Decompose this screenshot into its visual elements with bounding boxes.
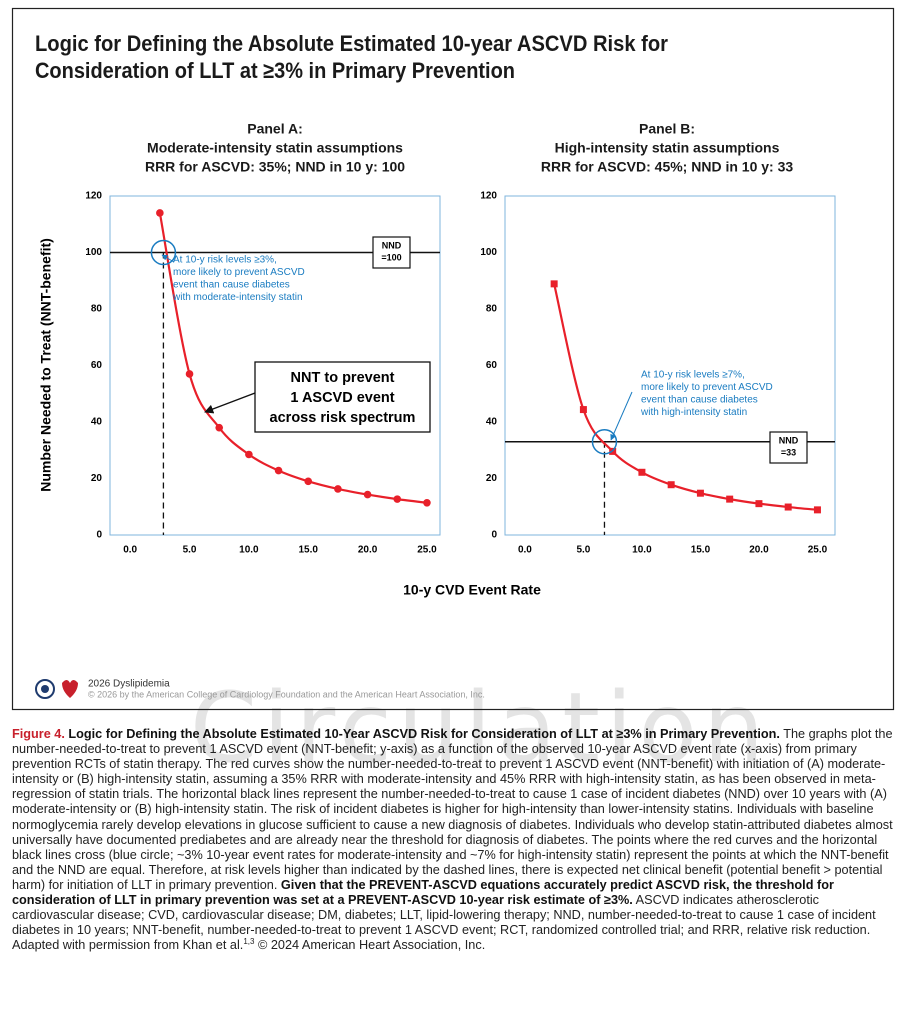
data-point [245, 450, 253, 459]
y-tick-label: 100 [85, 247, 102, 258]
y-tick-label: 20 [91, 473, 103, 484]
x-tick-label: 15.0 [691, 545, 711, 556]
caption: Figure 4. Logic for Defining the Absolut… [12, 727, 896, 953]
panel-title: Panel A: [247, 121, 303, 137]
annotation: At 10-y risk levels ≥3%, [173, 255, 277, 266]
nnd-label: NND [382, 240, 402, 250]
crossing-circle [591, 429, 618, 455]
data-point [579, 406, 587, 414]
panel-title: High-intensity statin assumptions [555, 140, 780, 156]
data-point [638, 468, 646, 476]
data-point [784, 503, 792, 511]
annotation-arrow [161, 254, 175, 263]
caption-label: Figure 4. [12, 727, 65, 741]
callout-text: 1 ASCVD event [290, 390, 394, 406]
y-tick-label: 40 [91, 417, 103, 428]
data-point [393, 495, 402, 503]
nnd-box [769, 431, 808, 464]
data-point [274, 466, 283, 475]
annotation: with high-intensity statin [640, 407, 747, 418]
annotation: more likely to prevent ASCVD [173, 267, 305, 278]
y-tick-label: 20 [486, 473, 498, 484]
watermark: Circulation [190, 672, 771, 784]
caption-emphasis: Given that the PREVENT-ASCVD equations a… [12, 877, 834, 908]
data-point [363, 490, 372, 499]
caption-refs: 1,3 [243, 937, 255, 947]
callout-arrow [204, 392, 256, 414]
x-tick-label: 10.0 [632, 545, 652, 556]
logos [35, 679, 78, 699]
data-point [215, 423, 224, 432]
caption-abbreviations: ASCVD indicates atherosclerotic cardiova… [12, 893, 876, 953]
data-point [304, 477, 313, 486]
x-tick-label: 5.0 [576, 545, 590, 556]
x-tick-label: 25.0 [417, 545, 437, 556]
figure-title: Consideration of LLT at ≥3% in Primary P… [35, 58, 515, 83]
x-tick-label: 20.0 [749, 545, 769, 556]
figure-title: Logic for Defining the Absolute Estimate… [35, 31, 668, 56]
annotation: event than cause diabetes [641, 395, 758, 406]
y-tick-label: 80 [91, 304, 103, 315]
panel-title: Moderate-intensity statin assumptions [147, 140, 403, 156]
caption-body: The graphs plot the number-needed-to-tre… [12, 727, 893, 892]
figure-frame [11, 7, 895, 711]
footer-copyright: © 2026 by the American College of Cardio… [88, 689, 485, 699]
annotation: with moderate-intensity statin [172, 292, 303, 303]
nnt-curve [553, 283, 818, 511]
data-point [156, 209, 164, 217]
nnd-label: =100 [381, 252, 401, 262]
nnd-box [372, 236, 411, 269]
data-point [185, 370, 194, 378]
x-tick-label: 15.0 [299, 545, 319, 556]
x-tick-label: 10.0 [239, 545, 259, 556]
callout-text: across risk spectrum [270, 410, 416, 426]
data-point [696, 489, 704, 497]
nnd-label: NND [779, 435, 799, 445]
data-point [726, 495, 734, 503]
x-axis-label: 10-y CVD Event Rate [403, 582, 541, 598]
annotation-arrow [610, 391, 633, 441]
crossing-circle [150, 239, 177, 266]
x-tick-label: 25.0 [808, 545, 828, 556]
y-tick-label: 100 [480, 247, 497, 258]
callout-box [254, 361, 431, 433]
data-point [667, 481, 675, 489]
data-point [813, 506, 821, 514]
footer-name: 2026 Dyslipidemia [88, 679, 170, 690]
y-tick-label: 80 [486, 304, 498, 315]
aha-logo [62, 680, 78, 698]
nnd-label: =33 [781, 447, 796, 457]
annotation: At 10-y risk levels ≥7%, [641, 370, 745, 381]
data-point [755, 500, 763, 508]
panel-title: RRR for ASCVD: 35%; NND in 10 y: 100 [145, 159, 405, 175]
data-point [334, 485, 342, 493]
y-tick-label: 60 [91, 360, 103, 371]
annotation: more likely to prevent ASCVD [641, 382, 773, 393]
caption-title: Logic for Defining the Absolute Estimate… [68, 727, 780, 741]
panel-title: Panel B: [639, 121, 695, 137]
x-tick-label: 0.0 [518, 545, 532, 556]
panel-title: RRR for ASCVD: 45%; NND in 10 y: 33 [541, 159, 794, 175]
data-point [423, 498, 431, 507]
y-axis-label: Number Needed to Treat (NNT-benefit) [38, 238, 54, 492]
plot-frame [504, 195, 836, 536]
callout-text: NNT to prevent [291, 370, 395, 386]
figure: Logic for Defining the Absolute Estimate… [11, 7, 895, 711]
acc-logo [41, 685, 49, 693]
annotation: event than cause diabetes [173, 280, 290, 291]
x-tick-label: 5.0 [183, 545, 197, 556]
caption-credit: © 2024 American Heart Association, Inc. [257, 938, 486, 953]
y-tick-label: 0 [491, 530, 497, 541]
y-tick-label: 60 [486, 360, 498, 371]
data-point [550, 280, 558, 288]
x-tick-label: 0.0 [123, 545, 137, 556]
y-tick-label: 120 [85, 191, 102, 202]
y-tick-label: 40 [486, 417, 498, 428]
y-tick-label: 120 [480, 191, 497, 202]
x-tick-label: 20.0 [358, 545, 378, 556]
plot-frame [109, 195, 441, 536]
y-tick-label: 0 [96, 530, 102, 541]
